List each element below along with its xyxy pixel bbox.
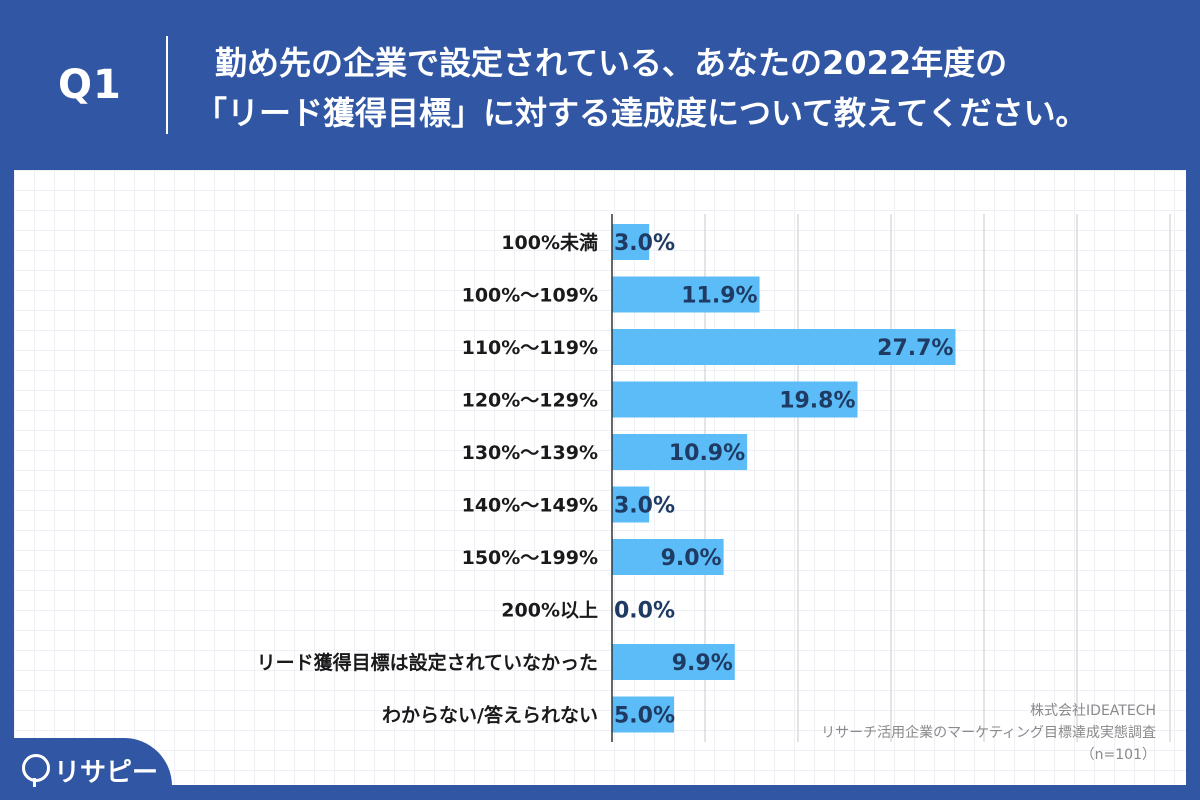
bar (612, 224, 650, 260)
value-labels: 3.0% 11.9% 27.7% 19.8% 10.9% 3.0% 9.0% 0.0% 9.9%… (614, 231, 953, 729)
logo-text: リサピー (54, 758, 159, 788)
value-label: 3.0% (614, 231, 675, 256)
category-labels: 100%未満 100%〜109% 110%〜119% 120%〜129% 130%〜13… (257, 231, 598, 727)
category-label: 100%〜109% (462, 285, 598, 307)
source-survey: リサーチ活用企業のマーケティング目標達成実態調査 (821, 725, 1156, 741)
bars (612, 224, 956, 733)
category-label: 150%〜199% (462, 547, 598, 569)
value-label: 3.0% (614, 494, 675, 519)
category-label: わからない/答えられない (382, 704, 598, 727)
question-text: 勤め先の企業で設定されている、あなたの2022年度の 「リード獲得目標」に対する… (195, 38, 1087, 138)
bar (612, 434, 748, 470)
value-label: 11.9% (681, 284, 757, 309)
category-label: 100%未満 (501, 231, 598, 254)
bar (612, 329, 956, 365)
value-label: 0.0% (614, 599, 675, 624)
value-label: 27.7% (877, 336, 953, 361)
question-line-2: 「リード獲得目標」に対する達成度について教えてください。 (195, 94, 1088, 132)
header-divider (166, 36, 168, 134)
bar-chart: 100%未満 100%〜109% 110%〜119% 120%〜129% 130%〜13… (257, 214, 1171, 742)
category-label: リード獲得目標は設定されていなかった (257, 651, 598, 674)
bar (612, 381, 858, 418)
bar (612, 539, 724, 575)
bar (612, 644, 735, 680)
source-note: 株式会社IDEATECH リサーチ活用企業のマーケティング目標達成実態調査 （n… (821, 700, 1156, 766)
value-label: 9.0% (661, 546, 722, 571)
value-label: 10.9% (669, 441, 745, 466)
category-label: 140%〜149% (462, 495, 598, 517)
header: Q1 勤め先の企業で設定されている、あなたの2022年度の 「リード獲得目標」に… (0, 0, 1200, 170)
bar (612, 486, 650, 523)
category-label: 200%以上 (501, 600, 598, 622)
value-label: 19.8% (779, 389, 855, 414)
source-sample-size: （n=101） (1080, 747, 1156, 763)
category-label: 130%〜139% (462, 442, 598, 464)
question-number: Q1 (58, 62, 122, 108)
category-label: 110%〜119% (462, 337, 598, 359)
category-label: 120%〜129% (462, 390, 598, 412)
chart-panel: 100%未満 100%〜109% 110%〜119% 120%〜129% 130%〜13… (14, 170, 1186, 785)
source-company: 株式会社IDEATECH (1030, 703, 1156, 719)
grid-lines (704, 214, 1171, 742)
value-label: 5.0% (614, 704, 675, 729)
bar (612, 276, 760, 313)
logo: リサピー (0, 738, 172, 800)
value-label: 9.9% (672, 651, 733, 676)
pin-icon (22, 754, 50, 787)
bar (612, 696, 674, 733)
question-line-1: 勤め先の企業で設定されている、あなたの2022年度の (215, 44, 1008, 82)
